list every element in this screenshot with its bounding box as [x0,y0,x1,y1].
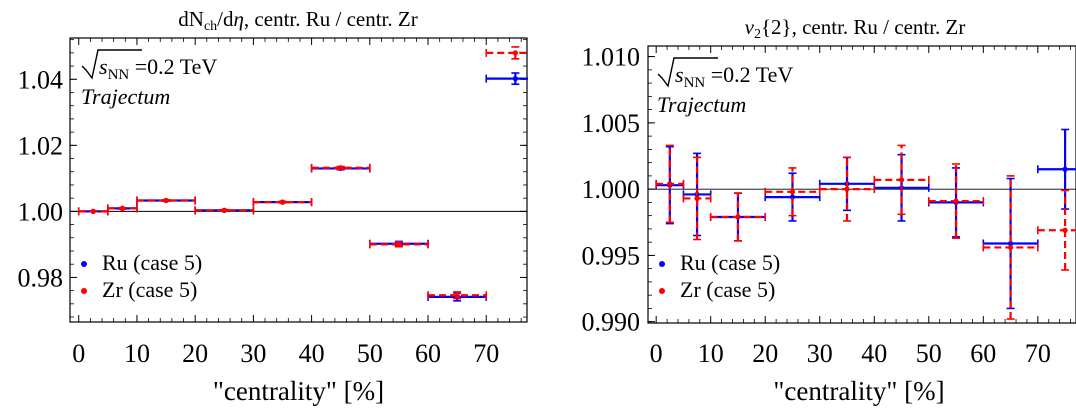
model-annotation: Trajectum [657,92,746,117]
chart-panel-1: dNch/dη, centr. Ru / centr. Zr 0 10 20 30 40 5… [18,7,528,406]
data-point [136,196,196,205]
marker [454,292,460,298]
marker [1062,227,1068,233]
y-tick-label: 1.005 [582,109,641,138]
marker [1062,166,1068,172]
marker [694,195,700,202]
data-point [982,175,1039,320]
x-tick-label: 50 [357,339,383,368]
marker [667,181,673,187]
legend: Ru (case 5)Zr (case 5) [81,250,202,302]
model-annotation: Trajectum [81,84,170,109]
legend-marker [659,288,665,294]
data-point [485,72,528,86]
x-tick-label: 30 [240,339,266,368]
y-tick-label: 1.02 [18,131,64,160]
x-tick-label: 0 [650,339,663,368]
sqrt-symbol [657,57,718,88]
data-point [709,192,767,242]
series-zr [655,144,1076,320]
marker [163,197,169,204]
data-point [427,291,488,300]
x-tick-label: 10 [124,339,150,368]
plot-frame [69,37,528,323]
marker [735,214,741,220]
x-tick-label: 70 [1025,339,1051,368]
marker [1007,240,1014,247]
chart-title: v2{2}, centr. Ru / centr. Zr [745,15,966,42]
x-tick-label: 50 [916,339,942,368]
marker [898,177,905,183]
data-point [682,156,712,241]
y-tick-label: 1.000 [582,175,641,204]
data-point [655,144,685,224]
x-tick-label: 10 [698,339,724,368]
marker [396,241,402,247]
data-point [310,163,371,172]
x-axis-label: "centrality" [%] [213,376,384,406]
x-tick-label: 40 [299,339,325,368]
data-point [927,163,985,239]
data-point [818,156,876,222]
series-zr [77,46,528,300]
x-tick-label: 60 [970,339,996,368]
data-point [369,240,429,249]
x-tick-label: 30 [807,339,833,368]
data-point [1037,189,1076,271]
data-point [252,198,313,207]
x-tick-label: 60 [415,339,441,368]
x-tick-label: 70 [473,339,499,368]
legend-marker [659,261,665,267]
energy-text: sNN =0.2 TeV [99,54,217,83]
marker [844,186,850,192]
data-point [194,206,255,215]
legend-marker [81,288,87,294]
data-point [485,46,528,60]
marker [789,189,796,195]
marker [512,50,518,56]
chart-title: dNch/dη, centr. Ru / centr. Zr [178,7,417,34]
y-tick-label: 1.010 [582,43,641,72]
energy-annotation: sNN =0.2 TeV [81,49,217,83]
x-tick-label: 20 [752,339,778,368]
x-tick-label: 0 [72,339,85,368]
y-tick-label: 0.995 [582,241,641,270]
data-layer [77,46,528,302]
marker [512,76,518,82]
data-point [77,207,109,216]
marker [1007,244,1014,251]
data-point [107,204,138,213]
energy-text: sNN =0.2 TeV [675,62,793,91]
legend-entry: Ru (case 5) [680,250,780,275]
legend-entry: Ru (case 5) [102,250,202,275]
legend-entry: Zr (case 5) [680,277,775,302]
y-tick-label: 0.990 [582,308,641,337]
x-tick-label: 40 [861,339,887,368]
data-point [1037,128,1076,210]
y-tick-label: 1.00 [18,197,64,226]
marker [953,198,959,204]
marker [90,208,96,214]
legend-entry: Zr (case 5) [102,277,197,302]
legend-marker [81,261,87,267]
plot-frame [647,45,1076,324]
legend: Ru (case 5)Zr (case 5) [659,250,780,302]
x-tick-label: 20 [182,339,208,368]
y-tick-label: 0.98 [18,263,64,292]
marker [119,205,125,211]
x-axis-label: "centrality" [%] [773,376,944,406]
data-layer [655,128,1076,320]
energy-annotation: sNN =0.2 TeV [657,57,793,91]
marker [338,165,344,171]
marker [279,199,286,205]
marker [789,194,796,200]
data-point [873,144,930,216]
sqrt-symbol [81,49,142,80]
chart-panel-2: v2{2}, centr. Ru / centr. Zr 0 10 20 30 40 50 6… [582,15,1076,406]
marker [221,207,227,213]
y-tick-label: 1.04 [18,65,64,94]
